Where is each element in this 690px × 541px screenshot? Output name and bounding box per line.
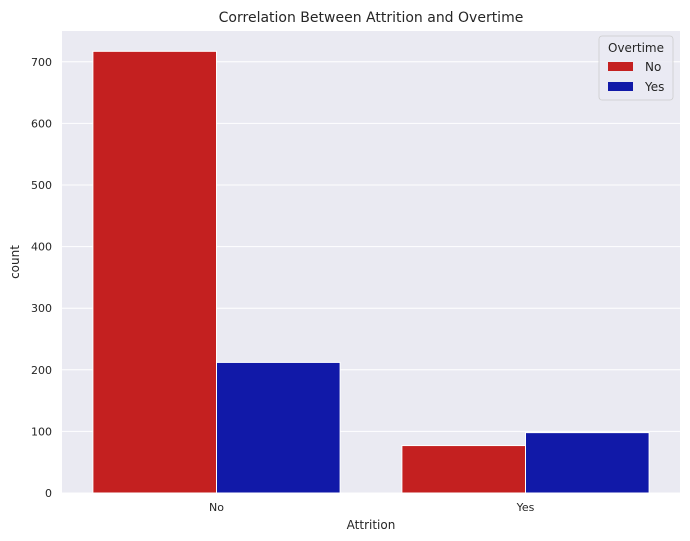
legend-swatch-yes bbox=[608, 82, 633, 91]
legend-label-yes: Yes bbox=[644, 80, 664, 94]
y-ticks: 0 100 200 300 400 500 600 700 bbox=[31, 56, 52, 500]
y-tick-label: 700 bbox=[31, 56, 52, 69]
y-axis-label: count bbox=[8, 245, 22, 279]
y-tick-label: 0 bbox=[45, 487, 52, 500]
bar-yes-overtime-yes bbox=[525, 432, 650, 494]
y-tick-label: 500 bbox=[31, 179, 52, 192]
y-tick-label: 400 bbox=[31, 241, 52, 254]
bar-no-overtime-no bbox=[92, 50, 217, 494]
x-ticks: No Yes bbox=[209, 501, 535, 514]
y-tick-label: 100 bbox=[31, 425, 52, 438]
x-tick-label: No bbox=[209, 501, 224, 514]
chart-title: Correlation Between Attrition and Overti… bbox=[219, 10, 524, 26]
legend-label-no: No bbox=[645, 60, 661, 74]
bar-yes-overtime-no bbox=[401, 445, 526, 494]
bars bbox=[92, 50, 650, 494]
x-tick-label: Yes bbox=[516, 501, 535, 514]
legend-title: Overtime bbox=[608, 41, 664, 55]
y-tick-label: 300 bbox=[31, 302, 52, 315]
legend: Overtime No Yes bbox=[598, 35, 674, 101]
bar-no-overtime-yes bbox=[216, 361, 341, 494]
y-tick-label: 200 bbox=[31, 364, 52, 377]
x-axis-label: Attrition bbox=[347, 518, 396, 532]
legend-swatch-no bbox=[608, 62, 633, 71]
y-tick-label: 600 bbox=[31, 117, 52, 130]
